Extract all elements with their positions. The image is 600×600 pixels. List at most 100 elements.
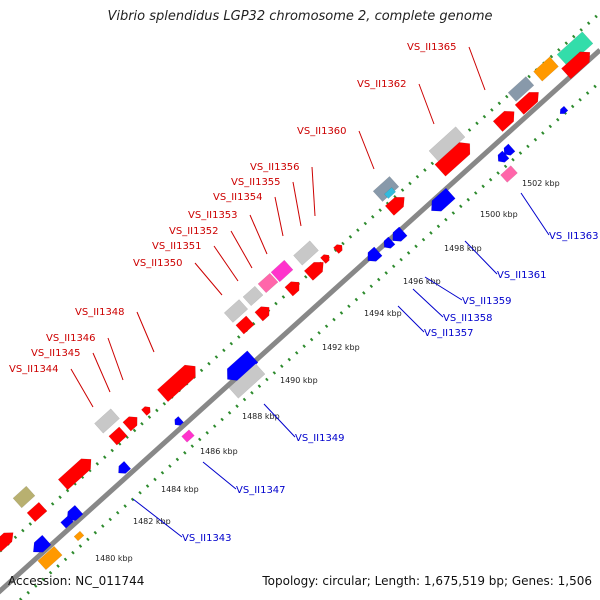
gene-label-forward: VS_II1356 [250, 162, 300, 173]
label-leader-line [136, 311, 155, 353]
label-leader-line [194, 262, 223, 296]
label-leader-line [70, 368, 94, 408]
gene-feature [257, 272, 279, 294]
label-leader-line [249, 214, 268, 255]
dotted-guide-line [0, 11, 600, 554]
gene-feature [270, 259, 294, 283]
gene-feature [507, 76, 535, 102]
gene-label-forward: VS_II1365 [407, 42, 457, 53]
gene-feature [37, 545, 63, 571]
label-leader-line [424, 276, 463, 301]
gene-feature [242, 285, 264, 307]
gene-label-forward: VS_II1360 [297, 126, 347, 137]
label-leader-line [230, 230, 253, 269]
scale-tick-label: 1480 kbp [95, 554, 133, 563]
label-leader-line [520, 192, 550, 236]
label-leader-line [202, 461, 237, 490]
label-leader-line [274, 196, 284, 237]
gene-feature [122, 416, 138, 432]
gene-label-forward: VS_II1350 [133, 258, 183, 269]
gene-feature [333, 244, 343, 254]
label-leader-line [412, 288, 444, 318]
gene-label-reverse: VS_II1347 [236, 485, 286, 496]
scale-tick-label: 1502 kbp [522, 179, 560, 188]
gene-feature [94, 408, 120, 434]
gene-feature [320, 254, 330, 264]
gene-label-forward: VS_II1344 [9, 364, 59, 375]
label-leader-line [397, 305, 425, 333]
label-leader-line [311, 166, 316, 217]
scale-tick-label: 1486 kbp [200, 447, 238, 456]
gene-feature [293, 240, 319, 266]
label-leader-line [107, 337, 124, 381]
gene-feature [235, 315, 255, 335]
gene-label-reverse: VS_II1349 [295, 433, 345, 444]
gene-label-forward: VS_II1354 [213, 192, 263, 203]
gene-label-forward: VS_II1355 [231, 177, 281, 188]
gene-feature [284, 281, 300, 297]
gene-feature [559, 105, 569, 115]
gene-feature [174, 416, 184, 426]
gene-feature [60, 515, 74, 529]
chromosome-backbone [0, 48, 600, 595]
gene-feature [181, 429, 195, 443]
gene-label-forward: VS_II1362 [357, 79, 407, 90]
gene-labels: VS_II1344 VS_II1345 VS_II1346 VS_II1348 VS_I… [9, 42, 599, 544]
gene-label-forward: VS_II1352 [169, 226, 219, 237]
label-leader-line [418, 83, 435, 125]
gene-feature [556, 31, 594, 67]
scale-ticks: 1480 kbp 1482 kbp 1484 kbp 1486 kbp 1488 kbp… [95, 179, 560, 563]
scale-tick-label: 1482 kbp [133, 517, 171, 526]
gene-label-reverse: VS_II1358 [443, 313, 493, 324]
label-leader-line [263, 403, 296, 438]
label-leader-line [464, 240, 498, 275]
gene-feature [57, 458, 92, 491]
gene-feature [73, 530, 85, 542]
scale-tick-label: 1484 kbp [161, 485, 199, 494]
label-leader-line [132, 498, 183, 538]
gene-label-forward: VS_II1353 [188, 210, 238, 221]
map-title: Vibrio splendidus LGP32 chromosome 2, co… [107, 9, 493, 24]
gene-feature [12, 485, 36, 509]
gene-label-reverse: VS_II1343 [182, 533, 232, 544]
label-leader-line [468, 46, 486, 91]
gene-label-forward: VS_II1348 [75, 307, 125, 318]
gene-feature [108, 426, 128, 446]
scale-tick-label: 1498 kbp [444, 244, 482, 253]
gene-feature [228, 363, 266, 399]
gene-label-forward: VS_II1345 [31, 348, 81, 359]
gene-feature [503, 143, 516, 156]
gene-feature [384, 196, 405, 216]
gene-feature [303, 261, 324, 281]
gene-feature [372, 176, 400, 202]
gene-label-reverse: VS_II1361 [497, 270, 547, 281]
gene-feature [254, 306, 270, 322]
scale-tick-label: 1492 kbp [322, 343, 360, 352]
gene-feature [383, 187, 397, 199]
gene-feature [497, 150, 510, 163]
scale-tick-label: 1494 kbp [364, 309, 402, 318]
gene-feature [223, 299, 249, 323]
accession-text: Accession: NC_011744 [8, 574, 145, 588]
label-leader-line [92, 352, 111, 393]
dotted-guide-line [19, 80, 600, 600]
gene-feature [367, 246, 383, 262]
scale-tick-label: 1496 kbp [403, 277, 441, 286]
gene-feature [392, 226, 408, 242]
topology-summary-text: Topology: circular; Length: 1,675,519 bp… [262, 574, 592, 588]
label-leader-line [213, 245, 239, 282]
gene-feature [0, 532, 14, 553]
gene-label-forward: VS_II1351 [152, 241, 202, 252]
gene-feature [33, 534, 52, 553]
gene-feature [500, 165, 518, 183]
gene-feature [156, 364, 196, 403]
gene-feature [383, 236, 396, 249]
gene-label-forward: VS_II1346 [46, 333, 96, 344]
label-leader-line [292, 181, 302, 227]
scale-tick-label: 1488 kbp [242, 412, 280, 421]
gene-feature [118, 460, 132, 474]
gene-feature [26, 501, 48, 523]
gene-feature [514, 91, 539, 115]
